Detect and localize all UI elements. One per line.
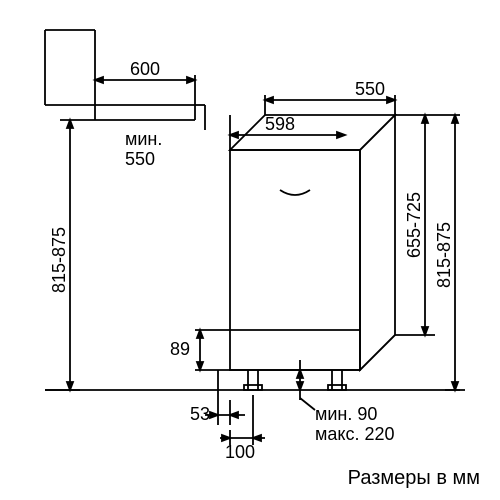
dim-front-inner: 655-725 — [404, 192, 424, 258]
dim-min-depth-val: 550 — [125, 149, 155, 169]
dim-gap: 53 — [190, 404, 210, 424]
dim-foot-max: макс. 220 — [315, 424, 395, 444]
dim-panel-bottom: 89 — [170, 339, 190, 359]
dim-appliance-width: 598 — [265, 114, 295, 134]
dim-niche-height: 815-875 — [49, 227, 69, 293]
dim-foot-offset: 100 — [225, 442, 255, 462]
caption: Размеры в мм — [348, 467, 480, 490]
dim-appliance-depth: 550 — [355, 79, 385, 99]
dim-min-depth-label: мин. — [125, 129, 162, 149]
dim-cabinet-depth: 600 — [130, 59, 160, 79]
technical-diagram: 600 мин. 550 815-875 598 550 655-725 815… — [0, 0, 500, 500]
dim-foot-min: мин. 90 — [315, 404, 377, 424]
dim-front-outer: 815-875 — [434, 222, 454, 288]
